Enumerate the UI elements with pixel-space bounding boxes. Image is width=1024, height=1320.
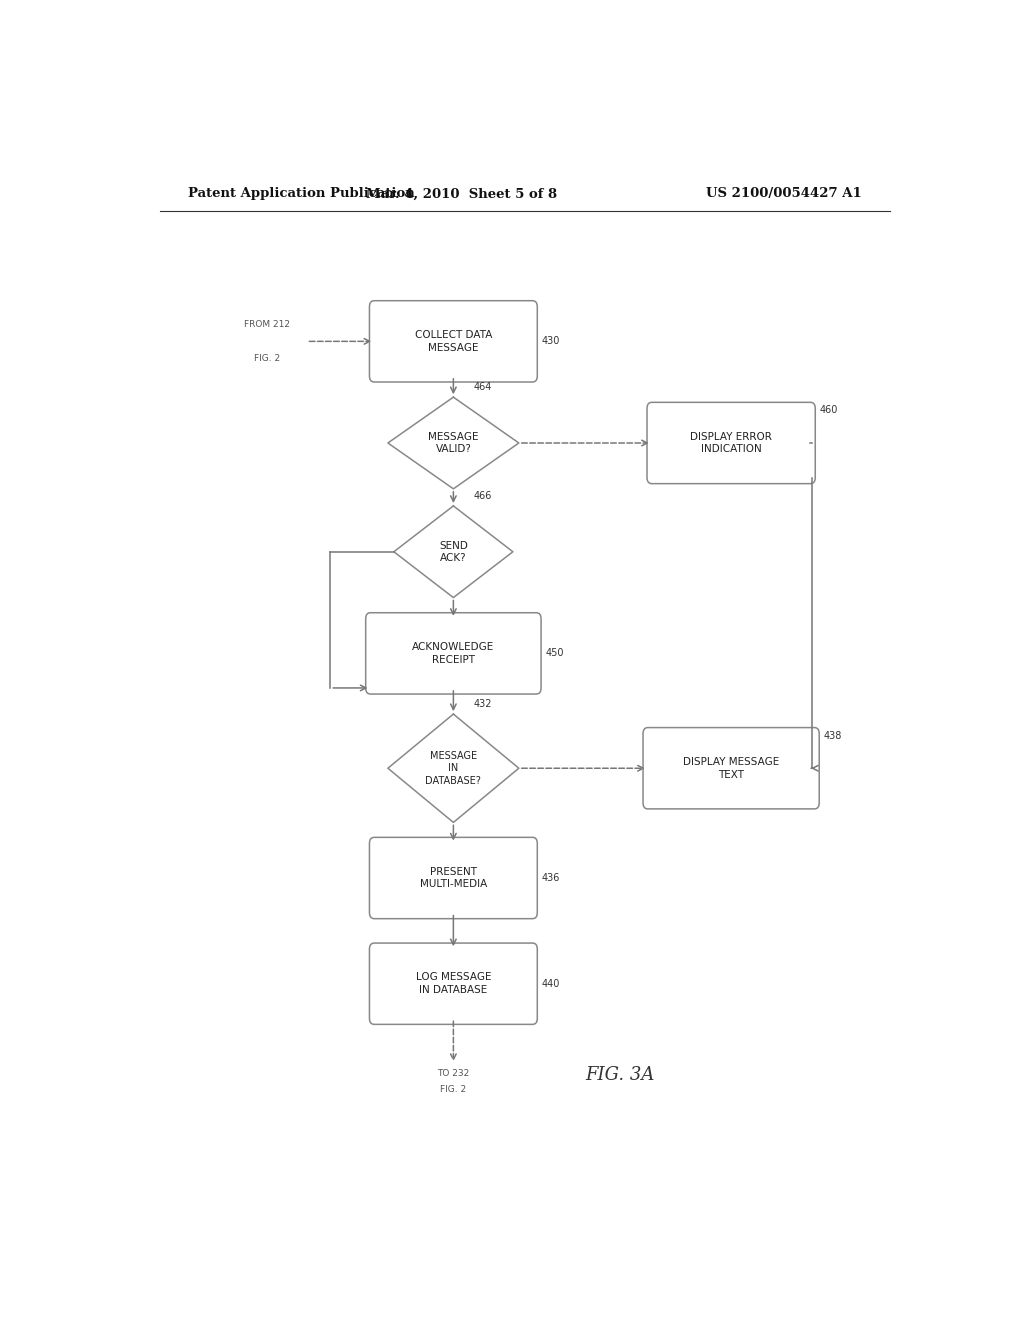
Text: 430: 430 xyxy=(542,337,560,346)
Text: COLLECT DATA
MESSAGE: COLLECT DATA MESSAGE xyxy=(415,330,493,352)
Text: FIG. 2: FIG. 2 xyxy=(254,354,280,363)
Text: 436: 436 xyxy=(542,873,560,883)
Text: 440: 440 xyxy=(542,978,560,989)
Text: 466: 466 xyxy=(473,491,492,500)
Text: 432: 432 xyxy=(473,700,492,709)
FancyBboxPatch shape xyxy=(647,403,815,483)
Text: FIG. 3A: FIG. 3A xyxy=(586,1067,654,1084)
FancyBboxPatch shape xyxy=(370,301,538,381)
Text: SEND
ACK?: SEND ACK? xyxy=(439,541,468,562)
FancyBboxPatch shape xyxy=(366,612,541,694)
FancyBboxPatch shape xyxy=(370,837,538,919)
Text: PRESENT
MULTI-MEDIA: PRESENT MULTI-MEDIA xyxy=(420,867,487,890)
Text: FROM 212: FROM 212 xyxy=(244,321,290,329)
Text: DISPLAY MESSAGE
TEXT: DISPLAY MESSAGE TEXT xyxy=(683,756,779,780)
Text: Patent Application Publication: Patent Application Publication xyxy=(187,187,415,201)
Text: MESSAGE
VALID?: MESSAGE VALID? xyxy=(428,432,478,454)
Text: 450: 450 xyxy=(546,648,564,659)
FancyBboxPatch shape xyxy=(643,727,819,809)
Text: ACKNOWLEDGE
RECEIPT: ACKNOWLEDGE RECEIPT xyxy=(413,642,495,665)
Text: 438: 438 xyxy=(824,730,843,741)
FancyBboxPatch shape xyxy=(370,942,538,1024)
Text: TO 232: TO 232 xyxy=(437,1069,469,1078)
Text: 460: 460 xyxy=(820,405,839,416)
Text: FIG. 2: FIG. 2 xyxy=(440,1085,467,1094)
Text: DISPLAY ERROR
INDICATION: DISPLAY ERROR INDICATION xyxy=(690,432,772,454)
Text: LOG MESSAGE
IN DATABASE: LOG MESSAGE IN DATABASE xyxy=(416,973,492,995)
Text: US 2100/0054427 A1: US 2100/0054427 A1 xyxy=(707,187,862,201)
Text: 464: 464 xyxy=(473,381,492,392)
Text: Mar. 4, 2010  Sheet 5 of 8: Mar. 4, 2010 Sheet 5 of 8 xyxy=(366,187,557,201)
Text: MESSAGE
IN
DATABASE?: MESSAGE IN DATABASE? xyxy=(425,751,481,785)
